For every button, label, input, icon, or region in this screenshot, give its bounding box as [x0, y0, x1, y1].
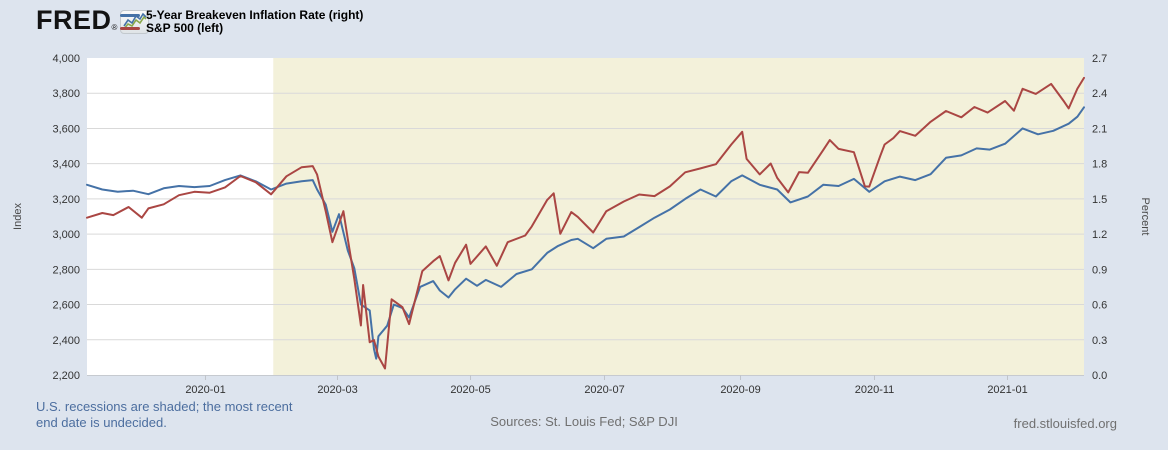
right-axis-title: Percent — [1139, 198, 1151, 236]
left-tick-label: 3,800 — [52, 88, 80, 100]
x-tick-label: 2020-07 — [584, 384, 624, 396]
left-tick-label: 3,400 — [52, 159, 80, 171]
left-tick-label: 2,600 — [52, 300, 80, 312]
right-axis-labels: 2.7 2.4 2.1 1.8 1.5 1.2 0.9 0.6 0.3 0.0 — [1092, 53, 1107, 382]
left-tick-label: 3,600 — [52, 123, 80, 135]
x-tick-label: 2020-09 — [720, 384, 760, 396]
chart-legend: 5-Year Breakeven Inflation Rate (right) … — [120, 9, 363, 35]
right-tick-label: 0.0 — [1092, 370, 1107, 382]
right-tick-label: 2.4 — [1092, 88, 1107, 100]
legend-label-breakeven-rate: 5-Year Breakeven Inflation Rate (right) — [146, 8, 364, 22]
legend-line-swatch-blue — [120, 14, 140, 17]
right-tick-label: 1.2 — [1092, 229, 1107, 241]
x-tick-label: 2021-01 — [987, 384, 1027, 396]
left-tick-label: 3,000 — [52, 229, 80, 241]
left-tick-label: 2,200 — [52, 370, 80, 382]
x-axis-ticks: 2020-01 2020-03 2020-05 2020-07 2020-09 2020-… — [185, 375, 1028, 396]
left-axis-title: Index — [12, 203, 24, 230]
legend-label-sp500: S&P 500 (left) — [146, 21, 224, 35]
legend-line-swatch-red — [120, 27, 140, 30]
left-tick-label: 4,000 — [52, 53, 80, 65]
gridlines — [87, 92, 1084, 341]
right-tick-label: 2.1 — [1092, 123, 1107, 135]
left-tick-label: 2,800 — [52, 264, 80, 276]
left-tick-label: 2,400 — [52, 335, 80, 347]
recession-shading-note: U.S. recessions are shaded; the most rec… — [36, 399, 293, 431]
x-tick-label: 2020-11 — [855, 384, 895, 396]
left-tick-label: 3,200 — [52, 194, 80, 206]
left-axis-labels: 4,000 3,800 3,600 3,400 3,200 3,000 2,800 2,600… — [52, 53, 80, 382]
recession-note-line2: end date is undecided. — [36, 415, 167, 430]
sources-text[interactable]: Sources: St. Louis Fed; S&P DJI — [490, 414, 678, 429]
fred-site-link[interactable]: fred.stlouisfed.org — [1013, 416, 1117, 431]
x-tick-label: 2020-05 — [450, 384, 490, 396]
fred-logo-text: FRED — [36, 5, 112, 35]
series-line-breakeven-rate[interactable] — [86, 106, 1085, 360]
registered-mark-icon: ® — [111, 23, 118, 32]
chart-plot-area[interactable]: 2020-01 2020-03 2020-05 2020-07 2020-09 2020-… — [0, 0, 1168, 396]
right-tick-label: 0.9 — [1092, 264, 1107, 276]
right-tick-label: 1.5 — [1092, 194, 1107, 206]
x-tick-label: 2020-01 — [185, 384, 225, 396]
right-tick-label: 0.6 — [1092, 300, 1107, 312]
recession-shading-band — [273, 58, 1084, 375]
recession-note-line1: U.S. recessions are shaded; the most rec… — [36, 399, 293, 414]
right-tick-label: 2.7 — [1092, 53, 1107, 65]
legend-item-breakeven-rate[interactable]: 5-Year Breakeven Inflation Rate (right) — [120, 9, 363, 22]
x-tick-label: 2020-03 — [317, 384, 357, 396]
legend-item-sp500[interactable]: S&P 500 (left) — [120, 22, 363, 35]
right-tick-label: 1.8 — [1092, 159, 1107, 171]
series-line-sp500[interactable] — [86, 76, 1085, 370]
right-tick-label: 0.3 — [1092, 335, 1107, 347]
